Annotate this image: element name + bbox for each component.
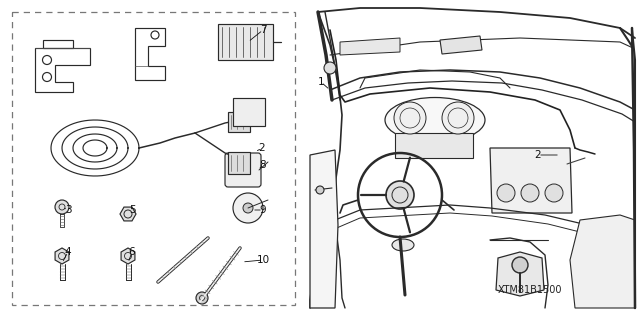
Polygon shape xyxy=(120,207,136,221)
Polygon shape xyxy=(55,248,69,264)
Circle shape xyxy=(545,184,563,202)
Bar xyxy=(395,133,473,158)
Polygon shape xyxy=(233,98,265,126)
Bar xyxy=(12,12,295,305)
Bar xyxy=(494,153,567,175)
Circle shape xyxy=(497,184,515,202)
Circle shape xyxy=(512,257,528,273)
Text: 10: 10 xyxy=(257,255,269,265)
Polygon shape xyxy=(310,150,338,308)
Text: 4: 4 xyxy=(65,247,71,257)
Text: 5: 5 xyxy=(129,205,135,215)
Circle shape xyxy=(386,181,414,209)
Text: 2: 2 xyxy=(259,143,266,153)
Text: 7: 7 xyxy=(260,25,266,35)
Polygon shape xyxy=(490,148,572,213)
Polygon shape xyxy=(340,38,400,55)
Polygon shape xyxy=(496,252,544,296)
Polygon shape xyxy=(218,24,273,60)
Circle shape xyxy=(55,200,69,214)
Polygon shape xyxy=(121,248,135,264)
Circle shape xyxy=(324,62,336,74)
Circle shape xyxy=(243,203,253,213)
Ellipse shape xyxy=(392,239,414,251)
Text: 8: 8 xyxy=(260,160,266,170)
Circle shape xyxy=(521,184,539,202)
Ellipse shape xyxy=(385,98,485,143)
Text: 2: 2 xyxy=(534,150,541,160)
Text: 3: 3 xyxy=(65,205,71,215)
Circle shape xyxy=(394,102,426,134)
Text: 6: 6 xyxy=(129,247,135,257)
Polygon shape xyxy=(440,36,482,54)
Text: XTM81B1500: XTM81B1500 xyxy=(498,285,563,295)
Polygon shape xyxy=(570,215,635,308)
Text: 9: 9 xyxy=(260,205,266,215)
Circle shape xyxy=(442,102,474,134)
Circle shape xyxy=(233,193,263,223)
Text: 1: 1 xyxy=(317,77,324,87)
Polygon shape xyxy=(228,112,250,132)
FancyBboxPatch shape xyxy=(225,153,261,187)
Polygon shape xyxy=(228,152,250,174)
Circle shape xyxy=(196,292,208,304)
Circle shape xyxy=(316,186,324,194)
